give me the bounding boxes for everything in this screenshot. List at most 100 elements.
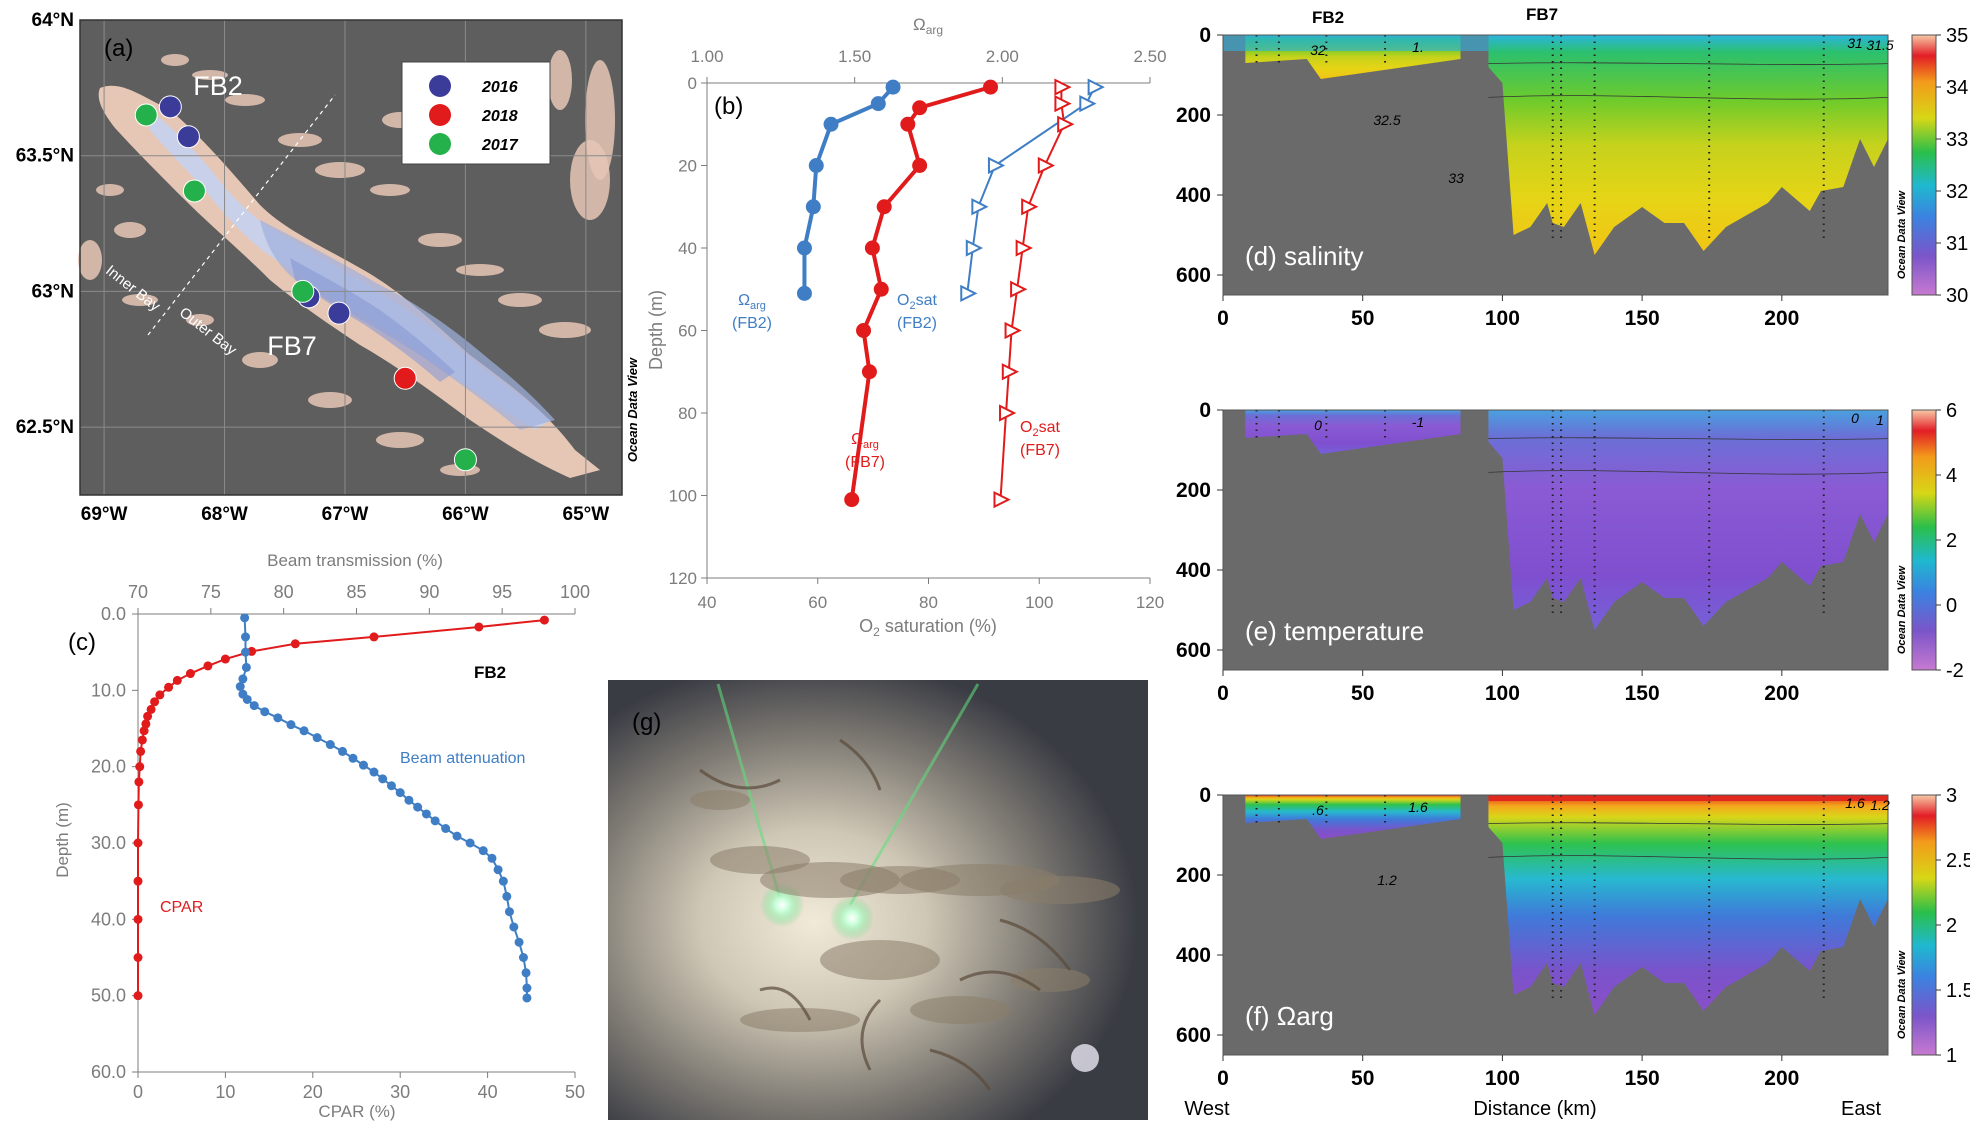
map-island: [278, 133, 322, 147]
data-point: [808, 158, 824, 173]
contour-line: [1488, 855, 1889, 860]
map-island: [161, 54, 189, 66]
contour-line: [1488, 470, 1889, 475]
c-series-label-cpar: CPAR: [160, 899, 203, 916]
map-island: [225, 94, 265, 106]
data-point: [133, 838, 143, 848]
map-island: [539, 322, 591, 338]
data-point: [299, 726, 309, 736]
data-point: [452, 831, 462, 841]
panel-g-photo: (g): [608, 680, 1148, 1120]
b-y-tick-label: 120: [669, 569, 697, 588]
data-point: [885, 79, 901, 95]
station-marker: [453, 448, 477, 472]
data-point: [273, 713, 283, 723]
colorbar-tick-label: 1: [1946, 1045, 1957, 1067]
data-point: [487, 853, 497, 863]
section-y-tick-label: 600: [1176, 639, 1211, 662]
data-point: [1021, 198, 1039, 216]
map-island: [122, 294, 158, 306]
data-point: [441, 823, 451, 833]
section-y-tick-label: 200: [1176, 479, 1211, 502]
contour-line: [1488, 62, 1889, 65]
station-marker: [134, 103, 158, 127]
series-label-station: (FB2): [897, 315, 937, 332]
section-y-tick-label: 600: [1176, 264, 1211, 287]
data-point: [369, 767, 379, 777]
data-point: [1054, 95, 1072, 113]
contour-line: [1488, 437, 1889, 440]
section-station-fb7: FB7: [1526, 5, 1558, 24]
data-point: [133, 800, 143, 810]
colorbar-tick-label: 30: [1946, 285, 1968, 307]
section-x-tick-label: 100: [1485, 1067, 1520, 1090]
c-top-tick-label: 70: [128, 582, 148, 602]
colorbar: [1911, 794, 1937, 1056]
contour-label: 1.6: [1845, 795, 1865, 811]
data-point: [823, 116, 839, 132]
data-point: [260, 707, 270, 717]
series-label: Ωarg: [738, 292, 766, 312]
data-point: [238, 674, 248, 684]
contour-label: 1.2: [1377, 872, 1397, 888]
laser-dot: [830, 896, 874, 940]
data-point: [136, 746, 146, 756]
section-x-tick-label: 150: [1625, 682, 1660, 705]
map-island: [308, 392, 352, 408]
c-top-tick-label: 90: [419, 582, 439, 602]
data-point: [1057, 115, 1075, 133]
contour-label: 33: [1448, 170, 1464, 186]
section-y-tick-label: 0: [1199, 24, 1211, 47]
map-y-tick-label: 62.5°N: [16, 417, 74, 438]
section-title: (e) temperature: [1245, 616, 1424, 646]
b-top-tick-label: 2.50: [1133, 47, 1166, 66]
section-x-tick-label: 0: [1217, 307, 1229, 330]
map-island: [78, 240, 102, 280]
contour-label: 1.: [1412, 39, 1424, 55]
section-x-tick-label: 200: [1764, 307, 1799, 330]
data-point: [539, 615, 549, 625]
colorbar-tick-label: 34: [1946, 77, 1968, 99]
data-point: [338, 746, 348, 756]
map-legend: [401, 61, 551, 165]
section-title: (d) salinity: [1245, 241, 1363, 271]
contour-label: 1.2: [1870, 797, 1890, 813]
map-island: [548, 50, 572, 110]
data-point: [805, 199, 821, 215]
brittle-star-arm: [699, 768, 781, 790]
map-island: [585, 60, 615, 180]
legend-entry: 2016: [481, 79, 518, 96]
map-x-tick-label: 68°W: [201, 504, 248, 525]
colorbar: [1911, 409, 1937, 671]
c-top-axis-title: Beam transmission (%): [267, 551, 443, 570]
map-deep-water: [260, 220, 555, 430]
series-label: O2sat: [897, 292, 937, 312]
section-panel-f: 0 50 100 150 200 0 200 400 600 (f) Ωarg .6 1.6 1.6 1.…: [1176, 784, 1970, 1090]
map-panel: 69°W 68°W 67°W 66°W 65°W 64°N 63.5°N 63°N 62.5°N…: [16, 10, 640, 525]
seafloor-debris: [1000, 876, 1120, 904]
data-point: [133, 914, 143, 924]
section-frame: [1222, 409, 1889, 671]
map-y-tick-label: 63.5°N: [16, 146, 74, 167]
series-label: Ωarg: [851, 431, 879, 451]
map-x-tick-label: 69°W: [81, 504, 128, 525]
b-y-tick-label: 20: [678, 157, 697, 176]
data-point: [522, 993, 532, 1003]
particle: [1071, 1044, 1099, 1072]
brittle-star-arm: [839, 738, 882, 791]
c-bottom-tick-label: 40: [478, 1082, 498, 1102]
station-marker: [291, 279, 315, 303]
brittle-star-arm: [860, 998, 882, 1071]
data-point: [164, 682, 174, 692]
data-point: [241, 632, 251, 642]
data-point: [413, 802, 423, 812]
data-point: [876, 199, 892, 215]
section-east-label: East: [1841, 1098, 1881, 1120]
section-x-tick-label: 200: [1764, 1067, 1799, 1090]
seafloor-debris: [910, 996, 1010, 1024]
data-point: [504, 907, 514, 917]
data-point: [493, 865, 503, 875]
section-frame: [1222, 34, 1889, 296]
contour-label: 32: [1310, 42, 1326, 58]
